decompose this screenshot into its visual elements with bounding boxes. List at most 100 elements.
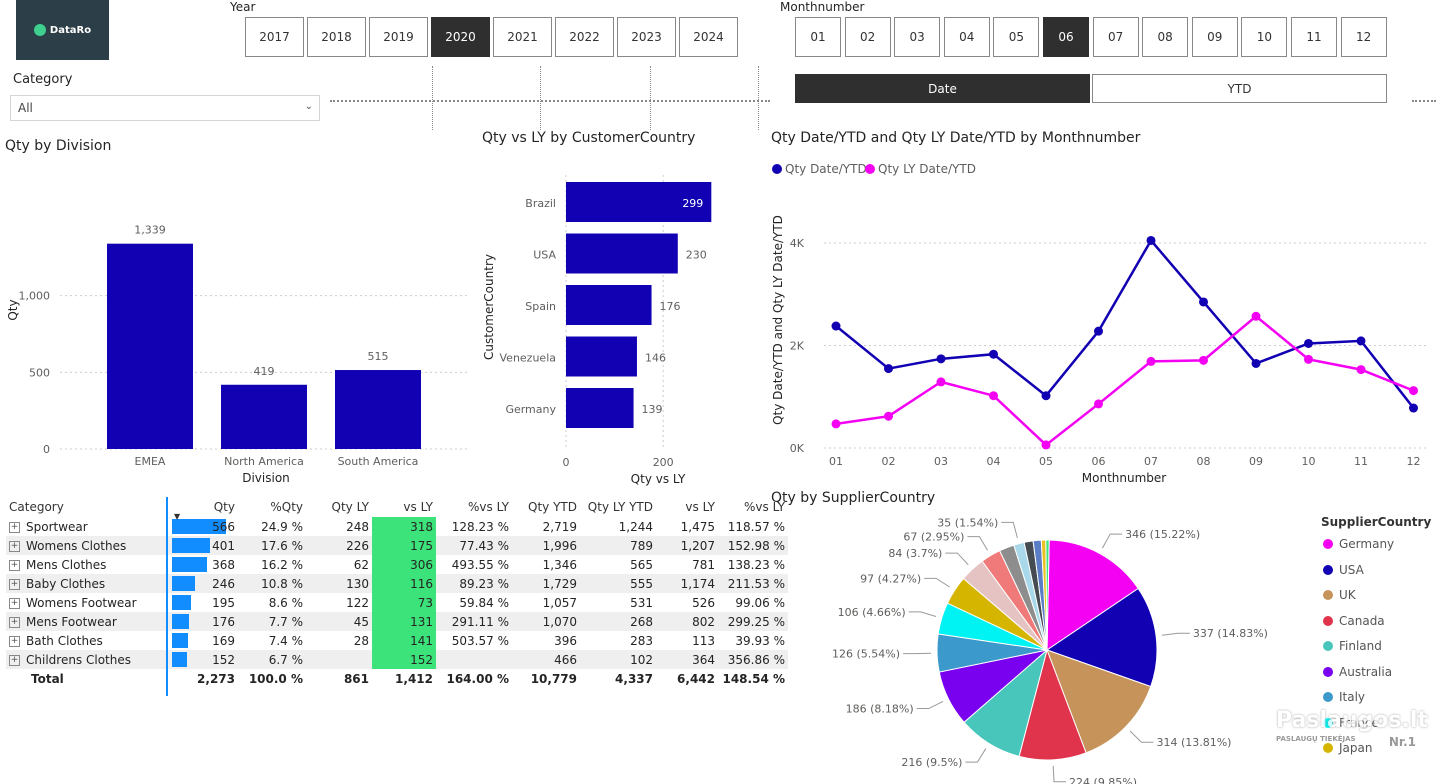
qty-data-bar [172, 633, 188, 648]
cell-ly_ytd: 789 [580, 536, 656, 555]
expand-icon[interactable]: + [9, 521, 20, 533]
cell-pct: 24.9 % [261, 519, 303, 534]
legend-item-usa[interactable]: USA [1323, 563, 1364, 577]
category-dropdown-value: All [18, 101, 33, 115]
legend-label: Germany [1339, 537, 1395, 551]
x-axis-label: Monthnumber [1082, 471, 1167, 485]
watermark-badge: Nr.1 [1388, 735, 1416, 749]
cell-qty_ly: 248 [346, 519, 369, 534]
month-button-05[interactable]: 05 [993, 17, 1040, 57]
cell-pct: 7.7 % [238, 612, 306, 631]
sort-arrow-icon[interactable]: ▼ [174, 512, 181, 521]
expand-icon[interactable]: + [9, 559, 20, 571]
legend-item-germany[interactable]: Germany [1323, 537, 1394, 551]
year-button-2018[interactable]: 2018 [307, 17, 366, 57]
x-tick-label: 04 [987, 455, 1001, 468]
year-button-2021[interactable]: 2021 [493, 17, 552, 57]
cell-ly_ytd: 555 [580, 574, 656, 593]
cell-pct_vs_ly: 59.84 % [459, 595, 509, 610]
legend-item-canada[interactable]: Canada [1323, 614, 1385, 628]
month-button-11[interactable]: 11 [1291, 17, 1337, 57]
matrix-header-7[interactable]: Qty LY YTD [587, 500, 653, 514]
qty-data-bar [172, 557, 207, 572]
expand-icon[interactable]: + [9, 540, 20, 552]
bar-value-label: 1,339 [134, 224, 166, 237]
legend-item-uk[interactable]: UK [1323, 588, 1356, 602]
matrix-header-4[interactable]: vs LY [403, 500, 433, 514]
data-point [831, 321, 841, 331]
matrix-header-6[interactable]: Qty YTD [528, 500, 577, 514]
data-point [989, 349, 998, 359]
legend-dot-icon [1323, 615, 1333, 626]
total-vs_ly: 1,412 [395, 671, 433, 686]
bar-value-label: 419 [254, 365, 275, 378]
month-button-01[interactable]: 01 [795, 17, 841, 57]
year-button-2017[interactable]: 2017 [245, 17, 304, 57]
table-row[interactable]: + Childrens Clothes 152 6.7 % 152 466 102 364 35… [6, 650, 788, 669]
category-cell: + Baby Clothes [6, 574, 172, 593]
y-tick-label: Brazil [525, 197, 556, 210]
x-tick-label: 10 [1302, 455, 1316, 468]
year-button-2024[interactable]: 2024 [679, 17, 738, 57]
cell-vs_ly_ytd: 113 [692, 633, 715, 648]
legend-item-australia[interactable]: Australia [1323, 665, 1392, 679]
month-button-10[interactable]: 10 [1241, 17, 1288, 57]
matrix-header-5[interactable]: %vs LY [468, 500, 509, 514]
category-label: Womens Footwear [26, 595, 137, 610]
table-row[interactable]: + Bath Clothes 169 7.4 % 28 141 503.57 % 396 283… [6, 631, 788, 650]
cell-ly_ytd: 531 [630, 595, 653, 610]
category-dropdown[interactable]: All ⌄ [10, 95, 320, 121]
legend-label: Japan [1339, 741, 1373, 755]
year-button-2022[interactable]: 2022 [555, 17, 614, 57]
month-button-02[interactable]: 02 [844, 17, 891, 57]
month-button-07[interactable]: 07 [1092, 17, 1139, 57]
year-button-2019[interactable]: 2019 [369, 17, 428, 57]
table-row[interactable]: + Womens Footwear 195 8.6 % 122 73 59.84 % 1,05… [6, 593, 788, 612]
legend-dot-icon [1323, 666, 1333, 677]
data-point [1356, 365, 1366, 375]
legend-item-italy[interactable]: Italy [1323, 690, 1365, 704]
expand-icon[interactable]: + [9, 578, 20, 590]
expand-icon[interactable]: + [9, 616, 20, 628]
matrix-header-row: Category Qty %Qty Qty LY vs LY %vs LY Qty YTD Q… [6, 497, 788, 517]
expand-icon[interactable]: + [9, 635, 20, 647]
matrix-header-2[interactable]: %Qty [270, 500, 303, 514]
divider [758, 66, 759, 130]
toggle-date[interactable]: Date [795, 74, 1090, 103]
table-row[interactable]: + Mens Footwear 176 7.7 % 45 131 291.11 % 1,070… [6, 612, 788, 631]
total-qty_ly: 861 [343, 671, 369, 686]
data-point [884, 411, 893, 421]
pie-slice-germany [1046, 539, 1139, 651]
matrix-header-8[interactable]: vs LY [685, 500, 715, 514]
line-chart-title: Qty Date/YTD and Qty LY Date/YTD by Mont… [771, 130, 1141, 146]
cell-vs_ly: 131 [372, 612, 436, 631]
table-row[interactable]: + Mens Clothes 368 16.2 % 62 306 493.55 % 1,346… [6, 555, 788, 574]
month-button-04[interactable]: 04 [943, 17, 990, 57]
month-button-06[interactable]: 06 [1043, 17, 1089, 57]
expand-icon[interactable]: + [9, 654, 20, 666]
legend-item-finland[interactable]: Finland [1323, 639, 1382, 653]
watermark: Paslaugos.lt PASLAUGŲ TIEKĖJAS Nr.1 [1276, 708, 1428, 764]
cell-ytd: 1,057 [542, 595, 577, 610]
year-button-2020[interactable]: 2020 [431, 17, 490, 57]
month-button-03[interactable]: 03 [894, 17, 941, 57]
total-qty: 2,273 [197, 671, 235, 686]
legend-item-france[interactable]: France [1323, 716, 1379, 730]
month-button-09[interactable]: 09 [1191, 17, 1238, 57]
category-cell: + Sportwear [6, 517, 172, 536]
matrix-header-0[interactable]: Category [9, 500, 64, 514]
legend-item-japan[interactable]: Japan [1323, 741, 1372, 755]
table-row[interactable]: + Baby Clothes 246 10.8 % 130 116 89.23 % 1,729… [6, 574, 788, 593]
expand-icon[interactable]: + [9, 597, 20, 609]
matrix-header-3[interactable]: Qty LY [331, 500, 370, 514]
chevron-down-icon[interactable]: ⌄ [304, 101, 313, 112]
toggle-ytd[interactable]: YTD [1092, 74, 1387, 103]
month-button-08[interactable]: 08 [1142, 17, 1189, 57]
matrix-header-1[interactable]: Qty [213, 500, 235, 514]
month-button-12[interactable]: 12 [1340, 17, 1387, 57]
matrix-header-9[interactable]: %vs LY [744, 500, 785, 514]
table-row[interactable]: + Sportwear 566 24.9 % 248 318 128.23 % 2,719 1,… [6, 517, 788, 536]
pie-data-label: 224 (9.85%) [1069, 776, 1137, 784]
year-button-2023[interactable]: 2023 [617, 17, 676, 57]
table-row[interactable]: + Womens Clothes 401 17.6 % 226 175 77.43 % 1,9… [6, 536, 788, 555]
